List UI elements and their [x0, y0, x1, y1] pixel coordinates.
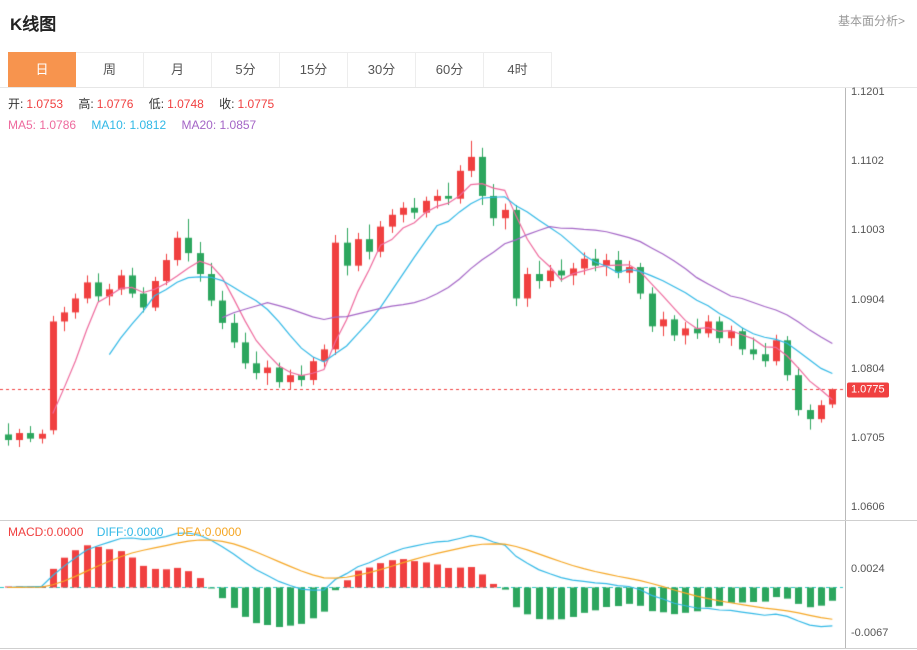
macd-axis: 0.0024 -0.0067: [846, 521, 917, 648]
panel-divider: [0, 520, 917, 521]
diff-value: 0.0000: [126, 525, 164, 539]
diff-label: DIFF:: [96, 525, 127, 539]
ma10-label: MA10:: [91, 118, 127, 132]
page-title: K线图: [10, 15, 57, 34]
tab-15min[interactable]: 15分: [280, 52, 348, 87]
tab-week[interactable]: 周: [76, 52, 144, 87]
ma20-label: MA20:: [181, 118, 217, 132]
price-axis-label: 1.0904: [851, 293, 885, 306]
close-label: 收:: [219, 97, 235, 111]
price-axis-label: 1.1003: [851, 224, 885, 237]
low-value: 1.0748: [167, 97, 204, 111]
tab-5min[interactable]: 5分: [212, 52, 280, 87]
price-axis-label: 1.0705: [851, 431, 885, 444]
low-label: 低:: [148, 97, 165, 111]
ma5-value: 1.0786: [39, 118, 77, 132]
price-axis-label: 1.0606: [851, 501, 885, 513]
macd-value: 0.0000: [46, 525, 84, 539]
tab-day[interactable]: 日: [8, 52, 76, 87]
macd-panel: MACD:0.0000 DIFF:0.0000 DEA:0.0000 0.002…: [0, 521, 917, 648]
macd-axis-line: [845, 521, 846, 648]
price-axis-line: [845, 88, 846, 520]
bottom-border: [0, 648, 917, 649]
tab-30min[interactable]: 30分: [348, 52, 416, 87]
ohlc-legend: 开: 1.0753 高: 1.0776 低: 1.0748 收: 1.0775: [8, 94, 286, 115]
dea-value: 0.0000: [204, 525, 242, 539]
tab-4hour[interactable]: 4时: [484, 52, 552, 87]
macd-axis-label: 0.0024: [851, 563, 885, 575]
tab-month[interactable]: 月: [144, 52, 212, 87]
macd-label: MACD:: [8, 525, 47, 539]
ma-legend: MA5: 1.0786 MA10: 1.0812 MA20: 1.0857: [8, 115, 286, 136]
tab-60min[interactable]: 60分: [416, 52, 484, 87]
fundamental-analysis-link[interactable]: 基本面分析>: [837, 14, 905, 28]
ma20-value: 1.0857: [219, 118, 257, 132]
price-axis-label: 1.1102: [851, 155, 884, 168]
chart-legend: 开: 1.0753 高: 1.0776 低: 1.0748 收: 1.0775 MA5:…: [8, 94, 286, 136]
macd-canvas[interactable]: [0, 521, 845, 648]
macd-axis-label: -0.0067: [851, 627, 889, 639]
price-axis: 1.0775 1.1201 1.1102 1.1003 1.0904 1.0804 1.0…: [846, 86, 917, 520]
open-label: 开:: [8, 97, 24, 111]
price-axis-label: 1.1201: [851, 86, 885, 98]
candlestick-canvas[interactable]: [0, 88, 845, 520]
macd-legend: MACD:0.0000 DIFF:0.0000 DEA:0.0000: [8, 525, 251, 539]
ma5-label: MA5:: [8, 118, 37, 132]
current-price-tag: 1.0775: [847, 382, 889, 397]
ma10-value: 1.0812: [129, 118, 167, 132]
chart-area: 开: 1.0753 高: 1.0776 低: 1.0748 收: 1.0775 MA5:…: [0, 86, 917, 649]
high-value: 1.0776: [96, 97, 134, 111]
interval-tabbar: 日 周 月 5分 15分 30分 60分 4时: [0, 52, 917, 88]
main-chart-panel: 开: 1.0753 高: 1.0776 低: 1.0748 收: 1.0775 MA5:…: [0, 86, 917, 520]
open-value: 1.0753: [26, 97, 64, 111]
dea-label: DEA:: [176, 525, 205, 539]
close-value: 1.0775: [237, 97, 275, 111]
high-label: 高:: [78, 97, 94, 111]
price-axis-label: 1.0804: [851, 362, 885, 375]
header: K线图 基本面分析>: [0, 0, 917, 52]
